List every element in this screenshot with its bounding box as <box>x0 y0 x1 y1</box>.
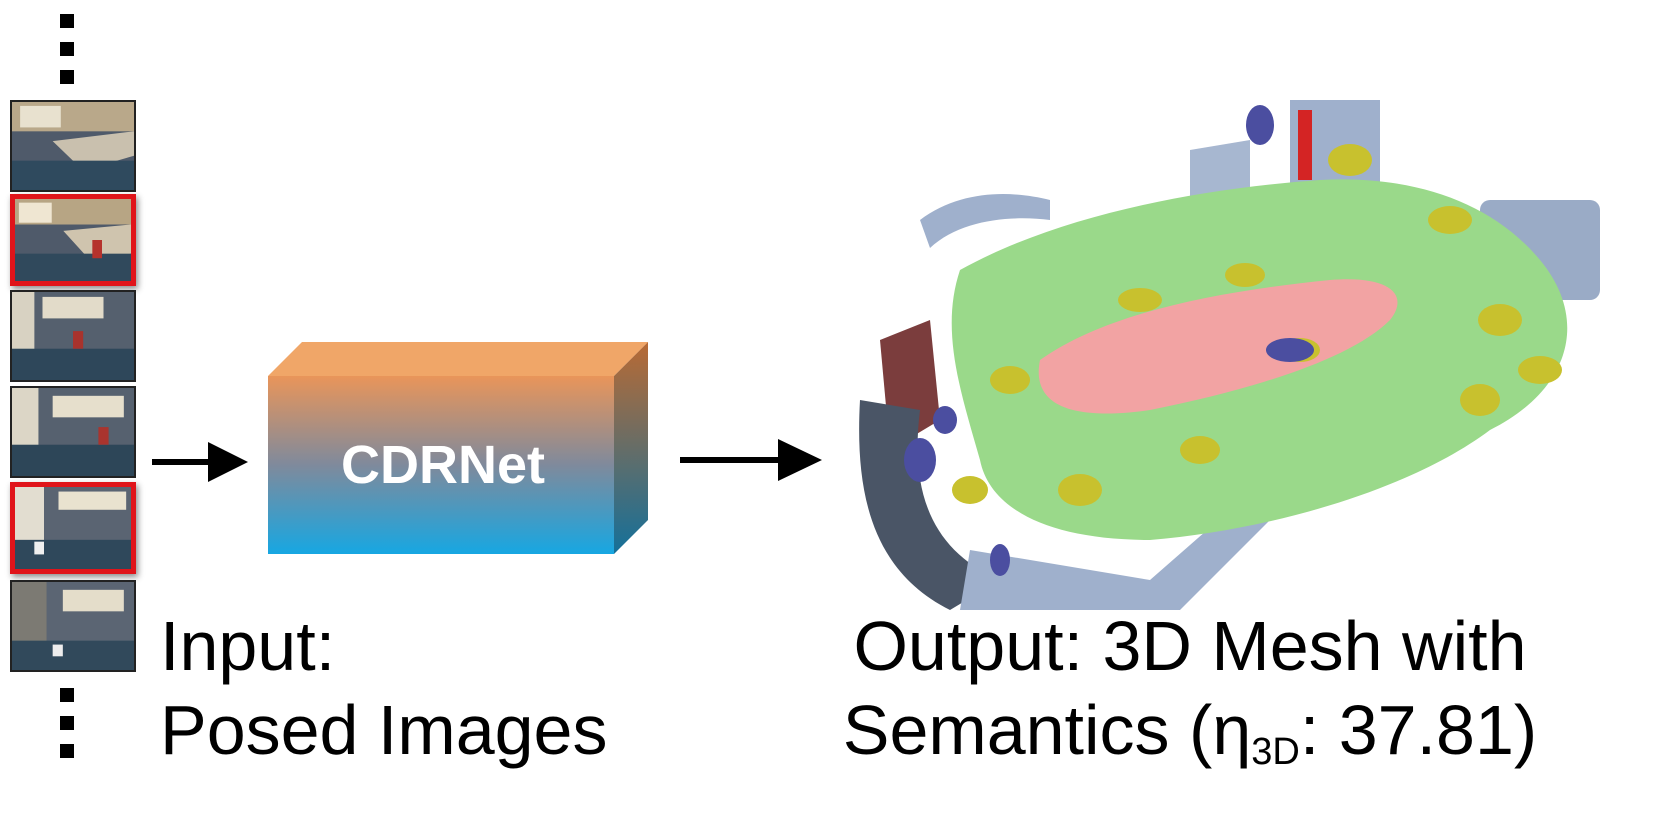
arrow-right-icon <box>152 442 248 482</box>
input-frame-selected <box>10 194 136 286</box>
input-caption-line1: Input: <box>160 607 336 685</box>
network-label: CDRNet <box>340 435 545 495</box>
input-caption-line2: Posed Images <box>160 691 608 769</box>
output-caption-suffix: : 37.81) <box>1299 691 1538 769</box>
input-caption: Input: Posed Images <box>160 604 607 772</box>
arrow-right-icon <box>680 439 822 481</box>
input-frame <box>10 580 136 672</box>
input-frame-selected <box>10 482 136 574</box>
output-caption-prefix: Semantics (η <box>842 691 1252 769</box>
network-block <box>268 342 648 554</box>
output-caption-subscript: 3D <box>1251 731 1300 773</box>
semantic-mesh-image <box>859 100 1600 610</box>
output-caption-line2: Semantics (η3D: 37.81) <box>840 688 1540 794</box>
input-frame <box>10 100 136 192</box>
input-frame <box>10 386 136 478</box>
output-caption: Output: 3D Mesh with Semantics (η3D: 37.… <box>840 604 1540 794</box>
output-caption-line1: Output: 3D Mesh with <box>853 607 1527 685</box>
continuation-dots-top <box>60 14 74 98</box>
input-frame <box>10 290 136 382</box>
continuation-dots-bottom <box>60 688 74 772</box>
